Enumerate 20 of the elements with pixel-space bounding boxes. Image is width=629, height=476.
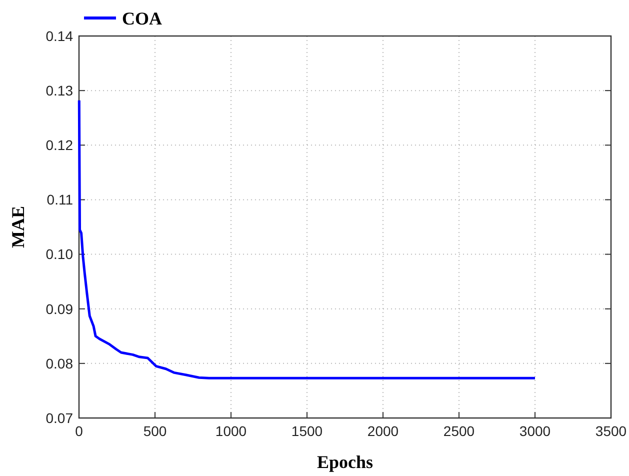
y-tick-label: 0.10: [46, 246, 74, 262]
y-tick-label: 0.11: [46, 192, 74, 208]
x-axis-title: Epochs: [316, 452, 374, 472]
y-axis-title: MAE: [8, 206, 28, 248]
x-tick-label: 2500: [443, 423, 475, 439]
y-tick-label: 0.08: [46, 355, 74, 372]
y-tick-label: 0.12: [46, 137, 74, 154]
y-tick-label: 0.07: [46, 410, 74, 426]
legend-label: COA: [122, 8, 162, 28]
x-tick-label: 500: [143, 423, 167, 439]
x-tick-label: 3000: [519, 423, 551, 439]
x-tick-label: 1500: [291, 423, 323, 439]
y-tick-label: 0.09: [46, 300, 74, 317]
y-tick-label: 0.13: [46, 82, 74, 98]
x-tick-label: 2000: [367, 423, 399, 439]
line-series: [78, 99, 536, 380]
x-tick-label: 0: [75, 423, 84, 439]
x-tick-label: 1000: [215, 423, 247, 439]
y-tick-label: 0.14: [46, 28, 74, 44]
x-tick-label: 3500: [595, 423, 627, 439]
